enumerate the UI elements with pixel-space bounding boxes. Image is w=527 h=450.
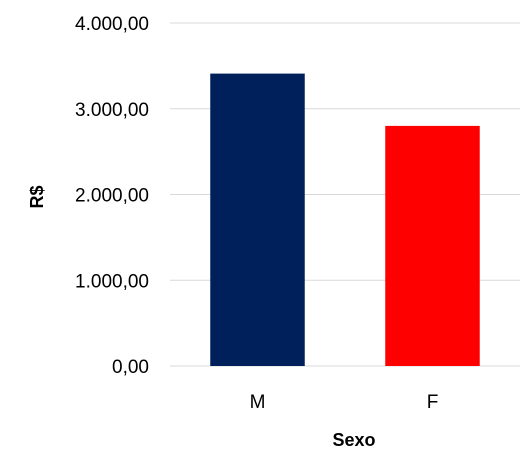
y-axis-title: R$ [27, 185, 47, 208]
y-tick-label: 2.000,00 [75, 186, 149, 207]
y-tick-label: 4.000,00 [75, 14, 149, 35]
y-tick-label: 1.000,00 [75, 271, 149, 292]
bar-m [210, 73, 305, 366]
y-tick-label: 0,00 [112, 357, 149, 378]
y-tick-labels: 0,00 1.000,00 2.000,00 3.000,00 4.000,00 [75, 14, 149, 378]
bars [210, 73, 480, 367]
x-axis-title: Sexo [332, 430, 375, 450]
y-tick-label: 3.000,00 [75, 100, 149, 121]
x-tick-label-m: M [250, 392, 266, 413]
bar-f [385, 125, 480, 367]
x-tick-label-f: F [427, 392, 439, 413]
